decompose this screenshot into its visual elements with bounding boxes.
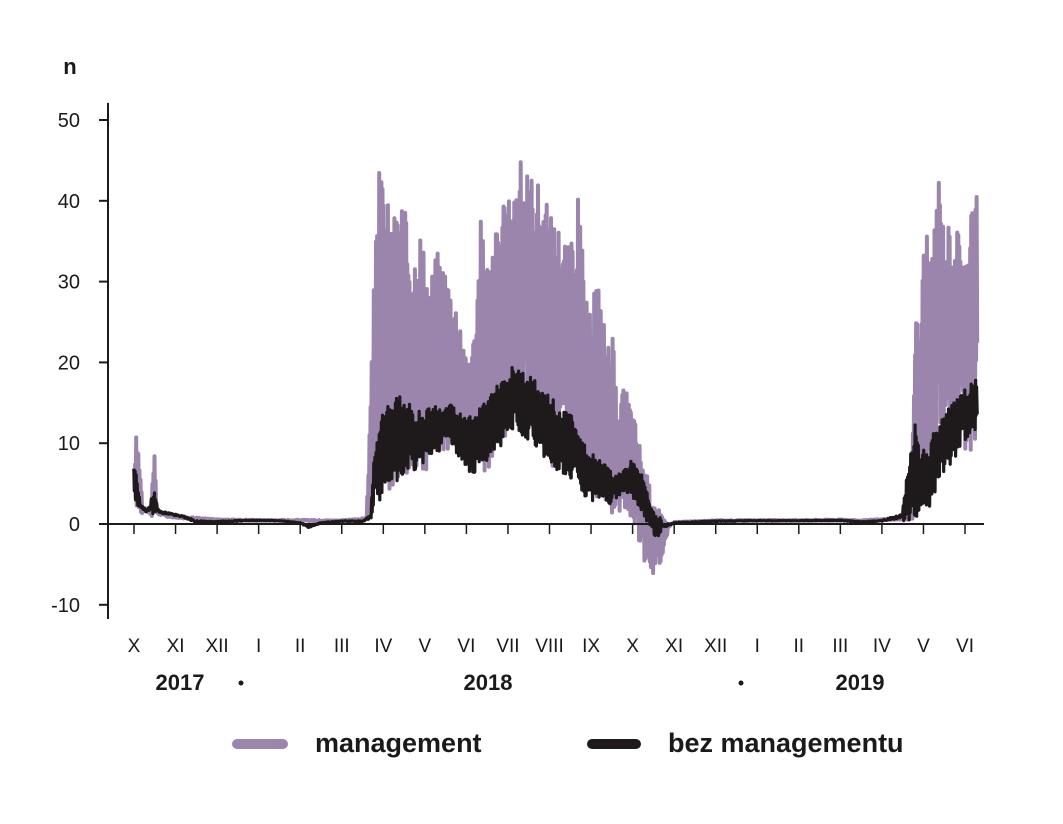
- legend: management bez managementu: [232, 728, 904, 758]
- year-label: 2019: [836, 670, 885, 695]
- x-tick-label: XI: [167, 636, 185, 657]
- y-tick-label: 30: [58, 272, 80, 294]
- x-ticks: X XI XII I II III IV V VI VII VIII IX X XI XII I II III IV…: [128, 524, 974, 657]
- x-tick-label: VI: [956, 636, 974, 657]
- x-tick-label: I: [755, 636, 760, 657]
- x-tick-label: X: [128, 636, 141, 657]
- y-axis-label: n: [63, 54, 76, 79]
- x-tick-label: IV: [374, 636, 392, 657]
- x-tick-label: II: [794, 636, 805, 657]
- x-tick-label: X: [626, 636, 639, 657]
- x-tick-label: V: [917, 636, 930, 657]
- x-tick-label: VIII: [535, 636, 564, 657]
- legend-label: management: [315, 728, 482, 758]
- x-tick-label: V: [419, 636, 432, 657]
- year-separator-dot: [238, 680, 244, 686]
- x-tick-label: IV: [873, 636, 891, 657]
- y-tick-label: 50: [58, 110, 80, 132]
- series-line-bez-managementu: [132, 366, 979, 538]
- y-tick-label: 20: [58, 352, 80, 374]
- x-tick-label: XI: [665, 636, 683, 657]
- y-tick-label: 40: [58, 191, 80, 213]
- y-tick-label: -10: [51, 595, 80, 617]
- x-tick-label: VII: [496, 636, 519, 657]
- year-label: 2017: [156, 670, 205, 695]
- x-tick-label: XII: [205, 636, 228, 657]
- series-line-management: [132, 160, 980, 575]
- year-labels: 2017 2018 2019: [156, 670, 885, 695]
- year-separator-dot: [738, 680, 744, 686]
- year-label: 2018: [464, 670, 513, 695]
- y-tick-label: 10: [58, 433, 80, 455]
- x-tick-label: XII: [704, 636, 727, 657]
- x-tick-label: VI: [457, 636, 475, 657]
- x-tick-label: III: [832, 636, 848, 657]
- x-tick-label: II: [295, 636, 306, 657]
- x-tick-label: I: [256, 636, 261, 657]
- x-tick-label: III: [334, 636, 350, 657]
- x-tick-label: IX: [582, 636, 600, 657]
- y-ticks: -10 0 10 20 30 40 50: [51, 110, 108, 617]
- y-tick-label: 0: [69, 514, 80, 536]
- axes: n: [63, 54, 984, 619]
- legend-label: bez managementu: [668, 728, 904, 758]
- plot-area: [132, 160, 980, 575]
